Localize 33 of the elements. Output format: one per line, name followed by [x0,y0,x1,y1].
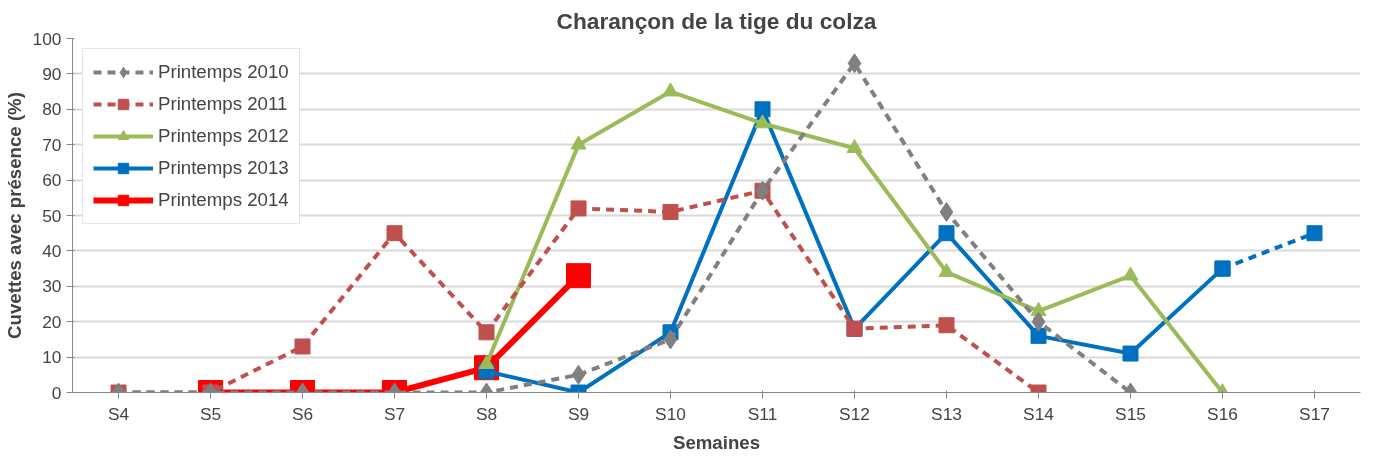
legend-label: Printemps 2013 [158,157,289,179]
x-tick-label: S4 [107,403,130,424]
chart-title: Charançon de la tige du colza [556,7,877,34]
x-tick-label: S10 [655,403,686,424]
y-tick-label: 50 [42,205,62,226]
y-tick-label: 80 [42,99,62,120]
y-tick-label: 90 [42,63,62,84]
x-tick-label: S6 [291,403,314,424]
legend-label: Printemps 2012 [158,125,289,147]
x-tick-label: S5 [199,403,222,424]
x-tick-label: S7 [383,403,406,424]
y-tick-label: 30 [42,276,62,297]
legend-label: Printemps 2010 [158,61,289,83]
y-tick-label: 70 [42,134,62,155]
x-tick-label: S17 [1299,403,1330,424]
x-tick-label: S12 [839,403,870,424]
x-tick-label: S9 [567,403,590,424]
x-tick-label: S13 [931,403,962,424]
x-tick-label: S15 [1115,403,1146,424]
x-axis-title: Semaines [672,431,761,453]
legend-label: Printemps 2011 [158,93,288,115]
x-tick-label: S8 [475,403,498,424]
y-tick-label: 60 [42,170,62,191]
legend-label: Printemps 2014 [158,189,289,211]
y-tick-label: 10 [42,347,62,368]
x-tick-label: S14 [1023,403,1055,424]
y-axis-title: Cuvettes avec présence (%) [3,92,25,339]
y-tick-label: 0 [51,382,62,403]
x-tick-label: S11 [747,403,778,424]
y-tick-label: 20 [42,311,62,332]
y-tick-label: 100 [32,28,62,49]
x-tick-label: S16 [1207,403,1238,424]
y-tick-label: 40 [42,240,62,261]
